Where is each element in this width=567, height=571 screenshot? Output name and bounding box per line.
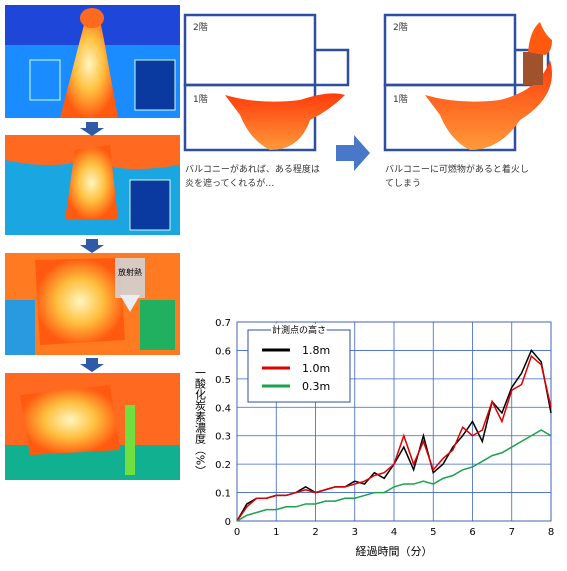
thermal-panels: 放射熱 [5,5,180,480]
legend-label: 1.8m [302,344,330,357]
y-tick-label: 0.6 [215,346,231,357]
x-axis-label: 経過時間（分） [356,545,433,558]
x-tick-label: 2 [312,527,318,538]
legend-title: 計測点の高さ [272,324,326,336]
x-tick-label: 1 [273,527,279,538]
x-tick-label: 3 [352,527,358,538]
arrow [336,135,370,171]
y-tick-label: 0.2 [215,460,231,471]
y-tick-label: 0 [225,517,231,528]
x-tick-label: 5 [430,527,436,538]
x-tick-label: 7 [509,527,515,538]
caption: 炎を遮ってくれるが… [185,177,274,189]
caption: バルコニーに可燃物があると着火し [385,163,529,175]
flame [225,93,345,150]
floor-label: 2階 [193,22,208,33]
caption: てしまう [385,178,421,189]
line [236,429,552,522]
floor-label: 2階 [393,22,408,33]
y-tick-label: 0.4 [215,403,231,414]
legend-label: 0.3m [302,380,330,393]
legend-label: 1.0m [302,362,330,375]
y-tick-label: 0.3 [215,432,231,443]
floor-label: 1階 [393,94,408,105]
flame [528,22,552,55]
y-tick-label: 0.1 [215,489,231,500]
line [236,354,552,522]
combustible [523,52,543,85]
flame [425,60,552,150]
x-tick-label: 6 [469,527,475,538]
floor-label: 1階 [193,94,208,105]
caption: バルコニーがあれば、ある程度は [185,163,320,175]
x-tick-label: 8 [548,527,554,538]
radiant-heat-label: 放射熱 [118,267,142,277]
x-tick-label: 0 [234,527,240,538]
x-tick-label: 4 [391,527,397,538]
y-tick-label: 0.5 [215,375,231,386]
y-axis-label: 一酸化炭素濃度（%） [194,367,207,476]
legend-box [247,329,351,403]
diagram-left [183,13,350,152]
y-tick-label: 0.7 [215,318,231,329]
